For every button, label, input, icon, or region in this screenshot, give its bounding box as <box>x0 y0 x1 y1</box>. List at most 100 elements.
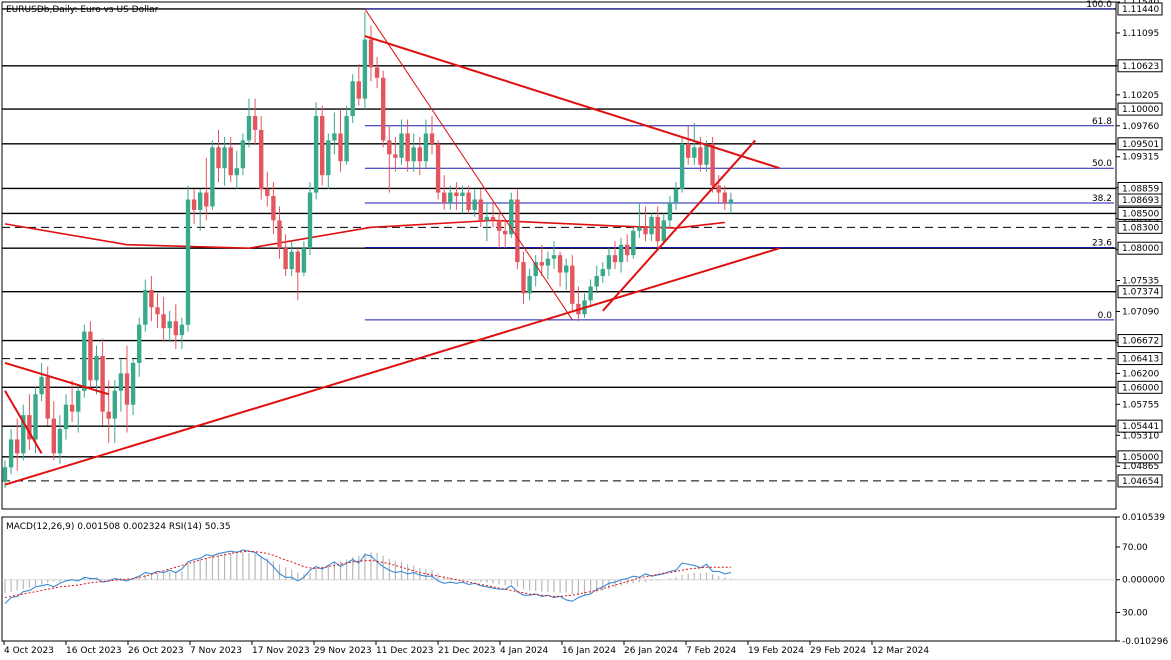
price-axis: 1.115401.110951.106251.102051.097601.093… <box>1116 0 1163 488</box>
price-tick-label: 1.07535 <box>1122 277 1159 287</box>
price-label-box <box>1117 450 1163 464</box>
price-label-box <box>1117 334 1163 348</box>
candle-bear <box>295 251 300 273</box>
candle-bull <box>167 321 172 329</box>
candle-bear <box>496 220 502 231</box>
fib-level-label: 23.6 <box>1092 239 1112 249</box>
candle-bear <box>435 143 441 193</box>
trendline <box>364 8 573 321</box>
candle-bull <box>63 404 69 430</box>
candle-bull <box>564 265 569 273</box>
candle-bear <box>374 67 380 78</box>
price-label: 1.08000 <box>1122 244 1159 254</box>
candle-bull <box>399 133 404 158</box>
price-label-box <box>1117 474 1163 488</box>
price-tick-label: 1.04865 <box>1122 462 1159 472</box>
candle-bear <box>625 244 630 256</box>
candle-bear <box>381 77 386 141</box>
candle-bull <box>76 390 81 412</box>
price-label: 1.08693 <box>1122 196 1159 206</box>
trendline <box>4 361 109 396</box>
candle-bear <box>15 439 20 454</box>
candle-bull <box>618 244 624 263</box>
price-label-box <box>1117 352 1163 366</box>
indicator-tick-label: 70.00 <box>1122 543 1148 553</box>
trendline <box>4 390 43 454</box>
candle-bear <box>521 262 526 294</box>
candle-bull <box>692 147 697 158</box>
price-label: 1.11440 <box>1122 5 1159 15</box>
time-tick-label: 4 Jan 2024 <box>500 646 548 656</box>
candle-bear <box>259 129 264 190</box>
price-tick-label: 1.05755 <box>1122 400 1159 410</box>
time-tick-label: 26 Jan 2024 <box>624 646 678 656</box>
candle-bull <box>637 227 642 231</box>
price-label-box <box>1117 137 1163 151</box>
indicator-tick-label: 0.000000 <box>1122 576 1165 586</box>
candle-bear <box>271 196 276 221</box>
candle-bear <box>265 189 270 197</box>
price-label: 1.05441 <box>1122 422 1159 432</box>
candle-bull <box>246 116 252 141</box>
candle-bull <box>210 147 215 207</box>
candle-bull <box>185 199 191 325</box>
time-tick-label: 7 Nov 2023 <box>190 646 242 656</box>
fib-level-label: 61.8 <box>1092 117 1112 127</box>
indicator-tick-label: -0.010296 <box>1122 637 1168 647</box>
candle-bear <box>161 314 166 329</box>
fib-level-label: 50.0 <box>1092 159 1112 169</box>
candle-bull <box>588 286 593 301</box>
candle-bear <box>557 255 563 273</box>
time-axis: 4 Oct 2023 16 Oct 2023 26 Oct 2023 7 Nov 20… <box>3 641 929 656</box>
candle-bear <box>356 81 361 99</box>
candle-bear <box>45 376 50 419</box>
time-tick-label: 26 Oct 2023 <box>128 646 184 656</box>
price-tick-label: 1.05310 <box>1122 431 1159 441</box>
candle-bull <box>344 116 349 162</box>
fib-level-label: 38.2 <box>1092 194 1112 204</box>
candle-bear <box>88 331 93 381</box>
candle-bear <box>570 265 575 304</box>
price-tick-label: 1.10205 <box>1122 91 1159 101</box>
trendline <box>364 35 781 170</box>
candle-bear <box>442 192 447 203</box>
price-label: 1.08500 <box>1122 209 1159 219</box>
price-label: 1.06672 <box>1122 337 1159 347</box>
candle-bear <box>698 147 703 165</box>
price-label: 1.06000 <box>1122 383 1159 393</box>
candle-bull <box>2 467 8 482</box>
candle-bull <box>606 255 612 270</box>
candle-bull <box>21 415 26 454</box>
candle-bear <box>393 154 398 158</box>
candle-bull <box>728 199 734 203</box>
trendline <box>602 139 757 312</box>
candle-bear <box>191 199 197 210</box>
candle-bear <box>100 355 105 412</box>
candle-bull <box>631 230 636 256</box>
time-tick-label: 11 Dec 2023 <box>376 646 434 656</box>
price-tick-label: 1.06200 <box>1122 369 1159 379</box>
candle-bear <box>228 147 233 176</box>
candle-bull <box>484 216 490 221</box>
candle-bull <box>667 202 673 221</box>
time-tick-label: 16 Jan 2024 <box>562 646 616 656</box>
candle-bear <box>515 199 520 263</box>
macd-main-line <box>4 549 732 604</box>
candle-bear <box>503 230 508 235</box>
price-label: 1.07374 <box>1122 288 1159 298</box>
price-label-box <box>1117 419 1163 433</box>
candle-bull <box>594 276 599 287</box>
candle-bear <box>539 262 544 266</box>
indicator-tick-label: 0.010539 <box>1122 513 1165 523</box>
candle-bull <box>82 331 87 391</box>
candle-bull <box>673 189 679 203</box>
candle-bull <box>301 248 307 273</box>
candle-bull <box>460 192 465 197</box>
candle-bear <box>405 133 410 162</box>
candle-bull <box>661 220 666 242</box>
indicator-axis: 0.010539 70.00 0.000000 30.00 -0.010296 <box>1116 513 1168 647</box>
candle-bear <box>387 140 392 155</box>
candle-bull <box>545 258 551 266</box>
price-label-box <box>1117 380 1163 394</box>
candle-bear <box>722 192 727 203</box>
